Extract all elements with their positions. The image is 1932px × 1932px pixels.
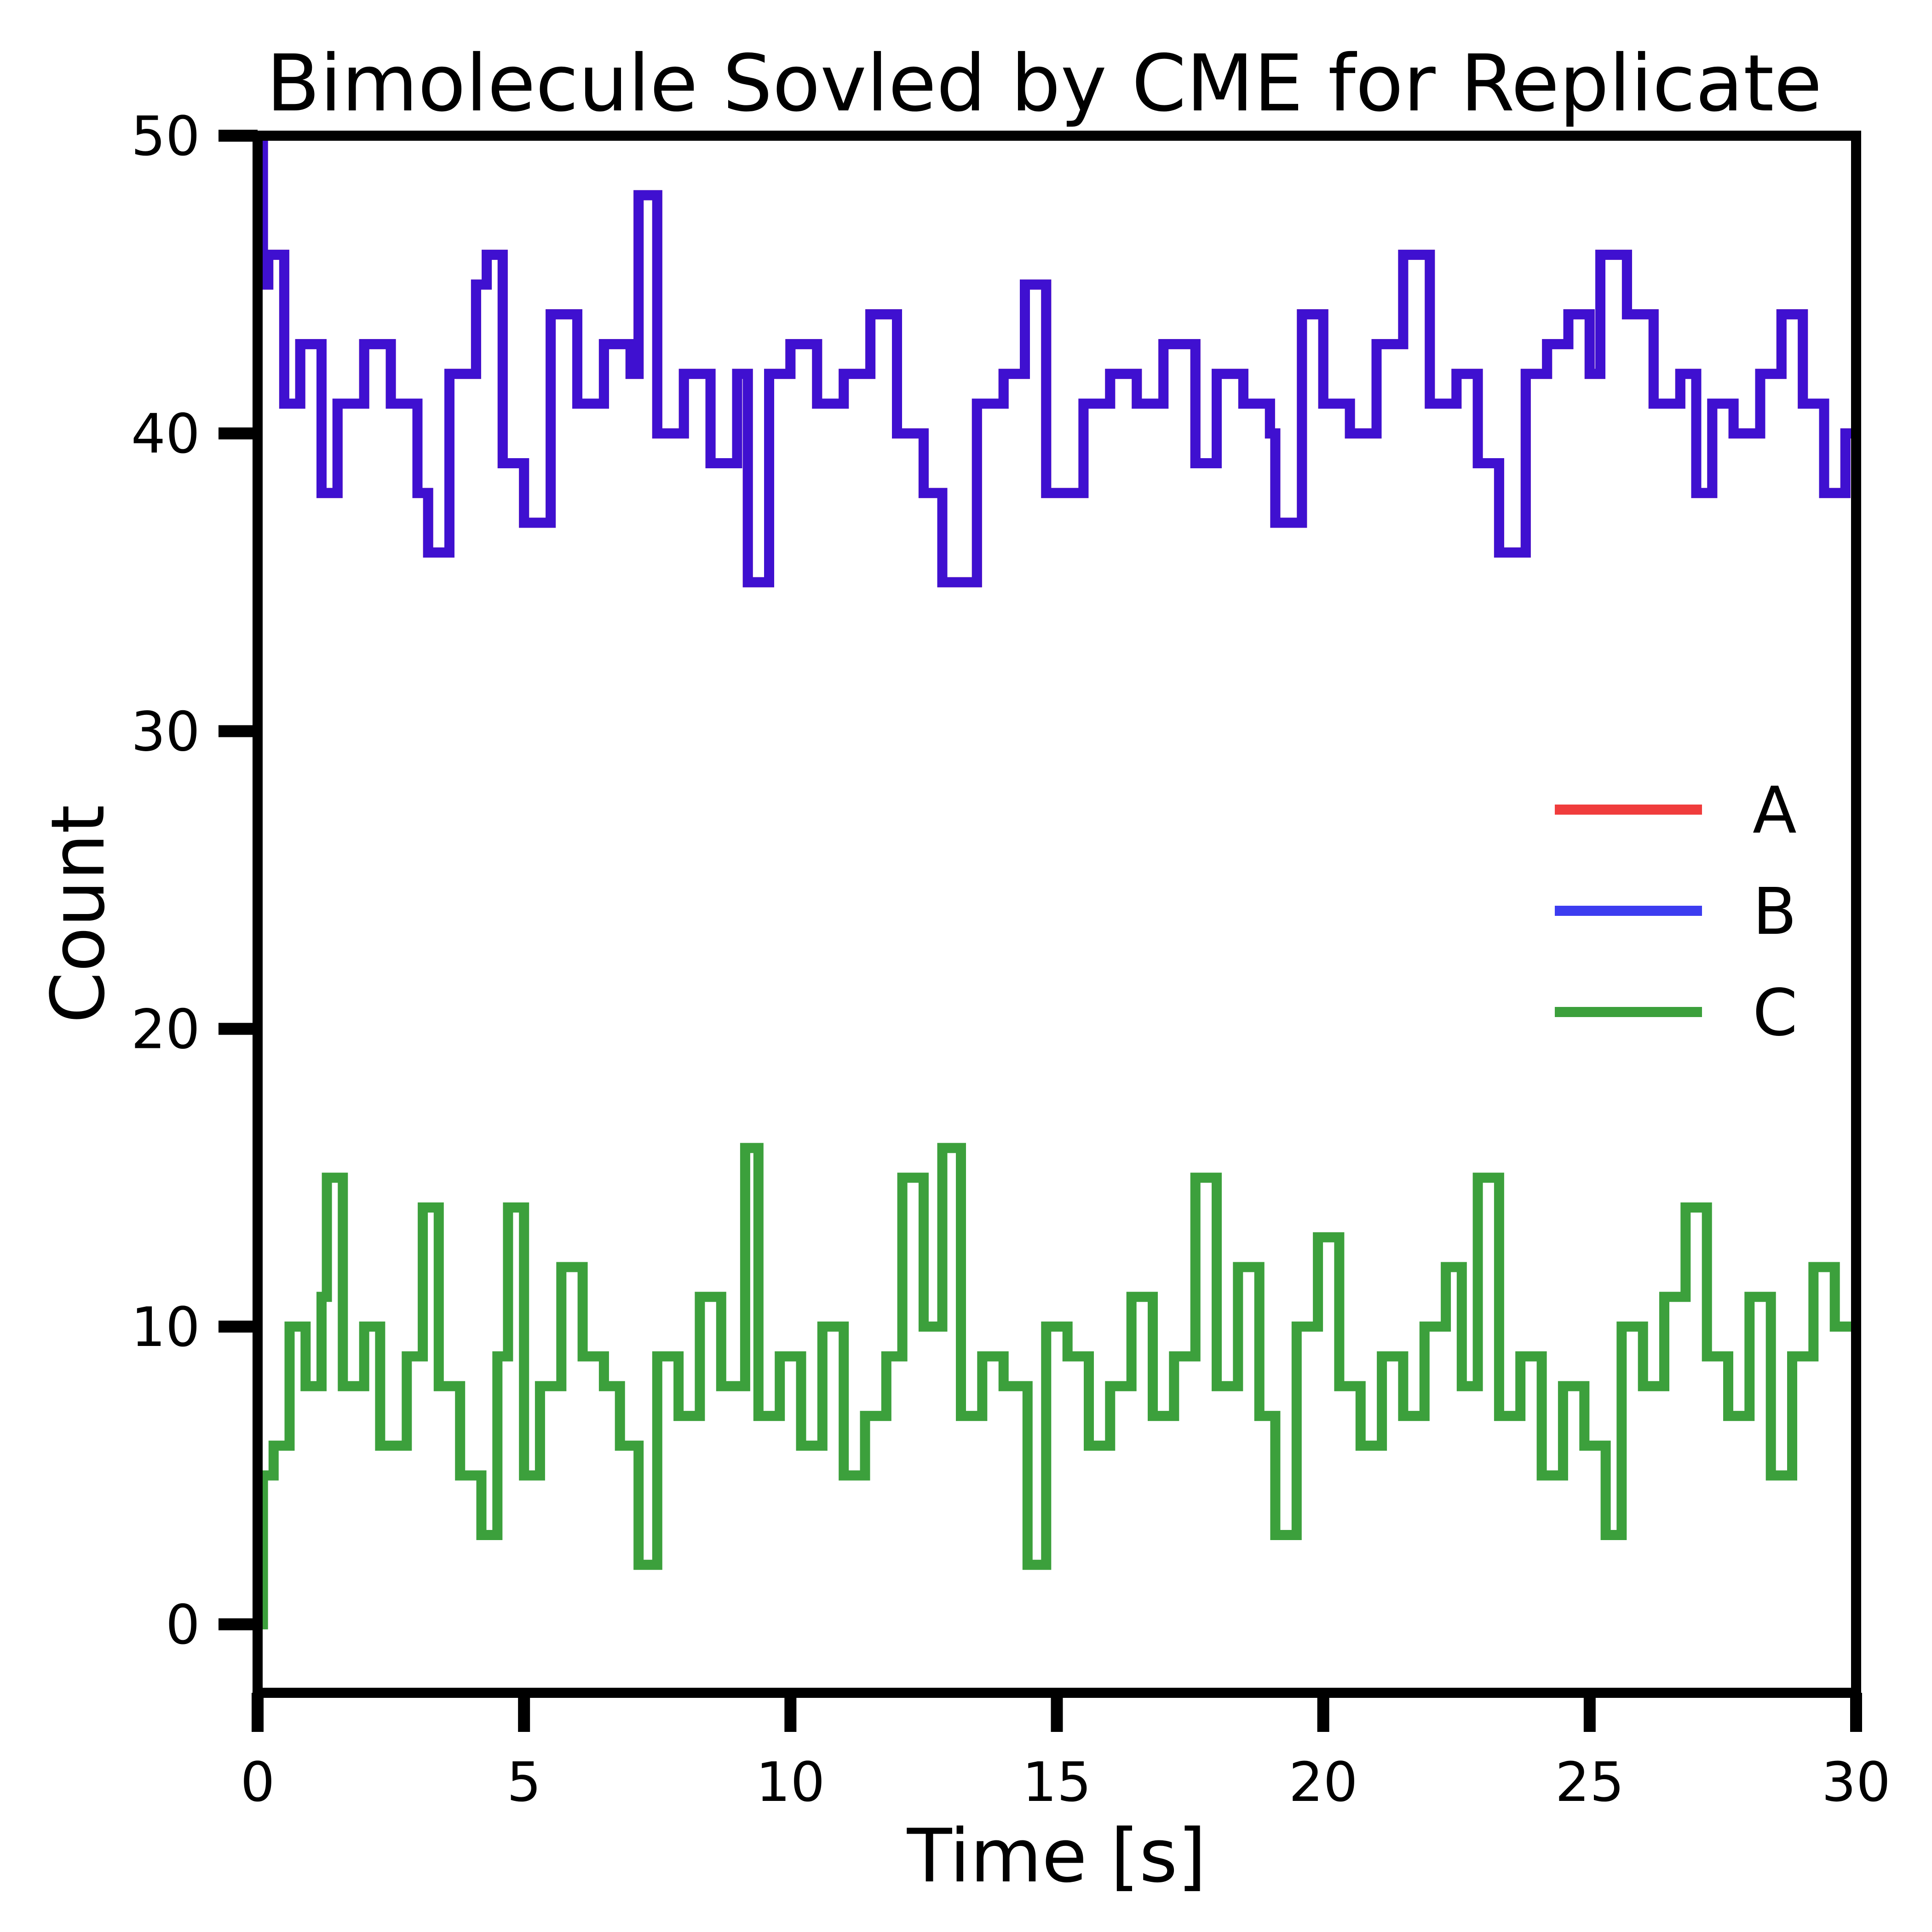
x-tick-label: 10 (756, 1750, 825, 1814)
x-tick-label: 20 (1289, 1750, 1358, 1814)
x-tick-label: 5 (507, 1750, 541, 1814)
x-axis-label: Time [s] (907, 1813, 1207, 1899)
legend-label-a: A (1753, 773, 1797, 848)
y-tick-label: 20 (131, 998, 200, 1061)
series-layer (258, 136, 1856, 1630)
y-axis-label: Count (35, 805, 121, 1023)
x-tick-label: 15 (1022, 1750, 1091, 1814)
y-tick-label: 0 (166, 1593, 200, 1656)
x-tick-label: 25 (1555, 1750, 1624, 1814)
y-tick-label: 30 (131, 700, 200, 763)
legend-label-c: C (1753, 976, 1798, 1051)
series-line-b (258, 136, 1856, 587)
y-tick-label: 10 (131, 1295, 200, 1359)
series-line-c (258, 1143, 1856, 1630)
y-axis-ticks: 0 10 20 30 40 50 (131, 104, 258, 1656)
series-line-a (258, 136, 1856, 587)
legend: ABC (1555, 773, 1798, 1051)
legend-label-b: B (1753, 874, 1797, 949)
y-tick-label: 50 (131, 104, 200, 168)
chart-title: Bimolecule Sovled by CME for Replicate (266, 38, 1822, 129)
x-tick-label: 0 (240, 1750, 275, 1814)
x-axis-ticks: 0 5 10 15 20 25 30 (240, 1693, 1891, 1814)
x-tick-label: 30 (1822, 1750, 1891, 1814)
y-tick-label: 40 (131, 402, 200, 466)
